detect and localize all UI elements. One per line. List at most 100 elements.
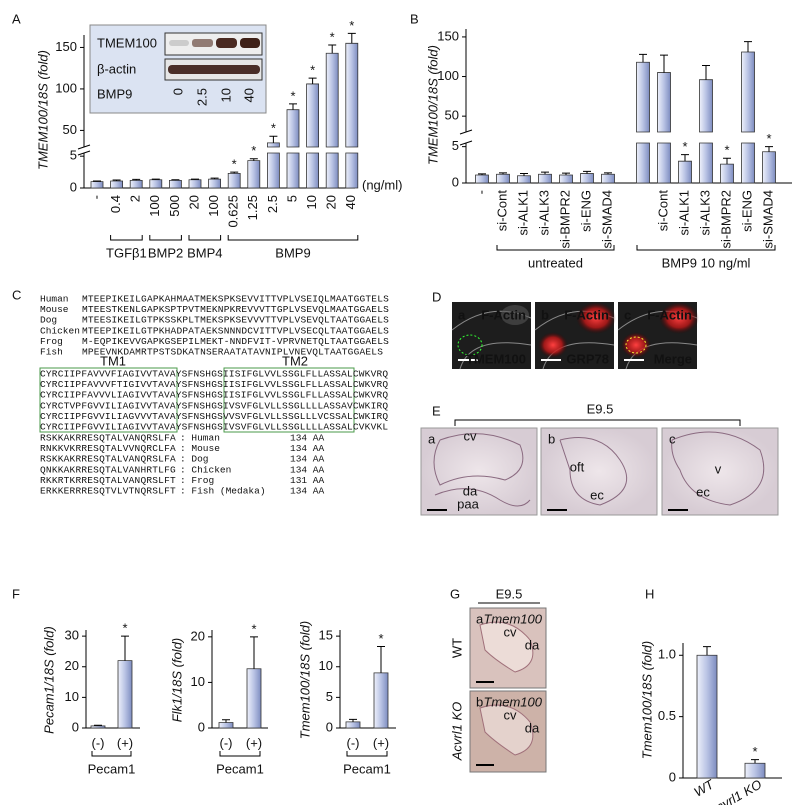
- x-tick-label: -: [88, 195, 103, 199]
- x-tick-label: si-SMAD4: [760, 190, 775, 249]
- blot-dose: 10: [218, 88, 233, 102]
- significance-marker: *: [378, 631, 383, 646]
- x-tick-label: (-): [347, 735, 360, 750]
- y-tick-label: 50: [445, 108, 459, 123]
- error-bar: [249, 158, 258, 161]
- x-tick-label: (-): [220, 735, 233, 750]
- genotype-label: Acvrl1 KO: [449, 702, 464, 762]
- sequence: CYRCIIPFAVVVLIAGIVVTAVAYSFNSHGSIISIFGLVV…: [40, 390, 388, 401]
- significance-marker: *: [122, 621, 127, 636]
- y-axis-title: Tmem100/18S (fold): [297, 621, 312, 740]
- probe-label: Tmem100: [483, 694, 542, 709]
- y-tick-label: 150: [437, 28, 459, 43]
- structure-label: da: [525, 637, 540, 652]
- bar: [90, 181, 104, 189]
- x-tick-label: si-ENG: [578, 190, 593, 232]
- blot-label: β-actin: [97, 61, 136, 76]
- sequence: MTEESIKEILGTPKSSKPLTMEKSPKSEVVVTTVPLVSEV…: [82, 315, 389, 326]
- group-label: BMP2: [148, 245, 183, 260]
- error-bar: [702, 64, 710, 80]
- error-bar: [562, 172, 570, 175]
- blot-dose: 40: [241, 88, 256, 102]
- x-tick-label: si-ALK1: [676, 190, 691, 236]
- structure-label: ec: [590, 487, 604, 502]
- image-label: c: [624, 307, 631, 322]
- bar: [601, 173, 615, 184]
- error-bar: [751, 759, 759, 764]
- structure-label: v: [715, 461, 722, 476]
- group-label: BMP4: [187, 245, 222, 260]
- fluorescence-images: [451, 302, 699, 370]
- bar: [169, 179, 182, 189]
- x-tick-label: 1.25: [245, 195, 260, 220]
- error-bar: [289, 103, 297, 110]
- x-axis-unit: (ng/ml): [362, 177, 402, 192]
- species-label: Dog: [40, 315, 57, 326]
- bar: [496, 173, 510, 184]
- group-bracket: [91, 751, 132, 757]
- y-tick-label: 20: [65, 658, 79, 673]
- y-tick-label: 0: [70, 179, 77, 194]
- x-tick-label: si-BMPR2: [557, 190, 572, 249]
- panel-label: A: [12, 11, 21, 26]
- bar: [475, 174, 489, 184]
- species-label: Frog: [40, 336, 63, 347]
- image-label: a: [428, 431, 436, 446]
- sequence: MTEESTKENLGAPKSPTPVTMEKNPKREVVVTTGPLVSEV…: [82, 304, 389, 315]
- bar: [580, 173, 594, 184]
- blot-bands: [168, 38, 260, 74]
- error-bar: [520, 173, 528, 176]
- y-tick-label: 0.5: [658, 708, 676, 723]
- panel-label: H: [645, 586, 654, 601]
- marker-label: TMEM100: [466, 351, 526, 366]
- probe-label: Tmem100: [483, 611, 542, 626]
- x-tick-label: si-ALK3: [536, 190, 551, 236]
- length-label: 134 AA: [290, 443, 325, 454]
- x-tick-label: 500: [167, 195, 182, 217]
- error-bar: [191, 178, 199, 180]
- x-tick-label: 2.5: [265, 195, 280, 213]
- y-tick-label: 100: [55, 80, 77, 95]
- bar: [373, 672, 389, 729]
- bar: [306, 83, 319, 189]
- error-bar: [121, 635, 129, 661]
- species-label: Human: [40, 294, 69, 305]
- stage-label: E9.5: [496, 586, 523, 601]
- sequence: M-EQPIKEVVGAPKGSEPILMEKT-NNDFVIT-VPRVNET…: [82, 336, 389, 347]
- x-tick-label: si-ALK3: [697, 190, 712, 236]
- bar: [129, 179, 143, 189]
- sequence: CYRCIIPFAVVVFTIGIVVTAVAYSFNSHGSIISIFGLVV…: [40, 379, 388, 390]
- y-tick-label: 5: [70, 148, 77, 163]
- y-axis-title: Pecam1/18S (fold): [41, 626, 56, 734]
- bar: [636, 61, 650, 184]
- x-tick-label: si-Cont: [494, 190, 509, 232]
- y-tick-label: 0: [198, 719, 205, 734]
- length-label: 134 AA: [290, 486, 325, 497]
- sequence: RNKKVKRRESQTALVVNQRCLFA: [40, 443, 176, 454]
- x-tick-label: 20: [186, 195, 201, 209]
- structure-label: paa: [457, 496, 479, 511]
- stain-label: F-Actin: [564, 307, 609, 322]
- stage-label: E9.5: [587, 401, 614, 416]
- stain-label: F-Actin: [481, 307, 526, 322]
- bar: [188, 179, 202, 189]
- x-tick-label: WT: [691, 776, 717, 800]
- error-bar: [222, 719, 230, 723]
- error-bar: [349, 718, 357, 722]
- error-bar: [93, 180, 101, 182]
- bar: [345, 42, 359, 189]
- error-bar: [308, 77, 317, 84]
- stain-label: F-Actin: [647, 307, 692, 322]
- x-tick-label: 5: [284, 195, 299, 202]
- y-tick-label: 0: [669, 769, 676, 784]
- section-images: [420, 419, 779, 516]
- y-tick-label: 5: [326, 689, 333, 704]
- bar: [208, 178, 221, 189]
- bar: [699, 79, 713, 184]
- significance-marker: *: [310, 63, 315, 78]
- panel-label: C: [12, 287, 21, 302]
- sequence: CYRCIIPFGVVILIAGVVVTAVAYSFNSHGSVVSVFGLVL…: [40, 411, 388, 422]
- y-tick-label: 1.0: [658, 647, 676, 662]
- species-label: : Dog: [180, 454, 209, 465]
- significance-marker: *: [724, 143, 729, 158]
